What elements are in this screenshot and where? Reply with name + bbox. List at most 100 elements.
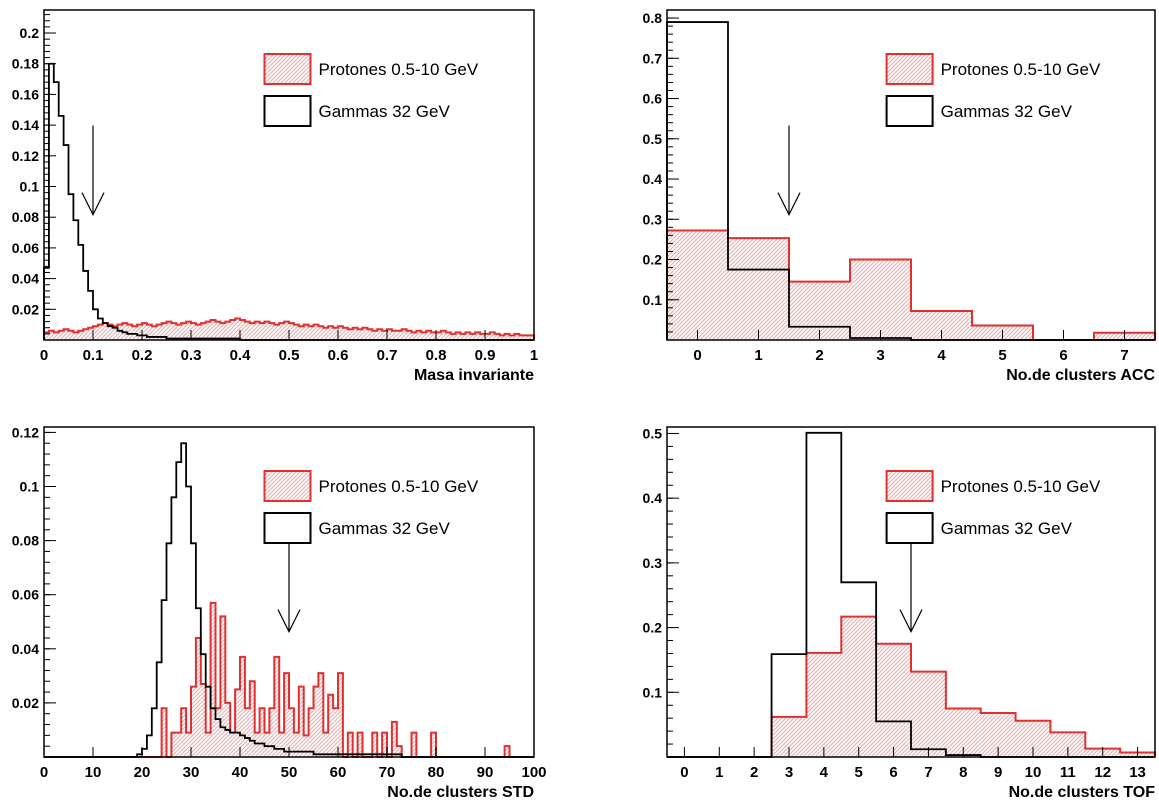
cut-arrow-head xyxy=(277,609,301,633)
protons-bin xyxy=(112,326,118,340)
histogram-panel-std: 0.02 0.04 0.06 0.08 0.1 0.12 0 10 20 30 40 50 60 70 80… xyxy=(12,424,547,801)
protons-bin xyxy=(323,732,329,757)
protons-bin xyxy=(215,708,221,757)
y-tick-label: 0.14 xyxy=(12,117,39,133)
x-tick-label: 100 xyxy=(521,764,546,781)
legend-label-protons: Protones 0.5-10 GeV xyxy=(319,477,479,496)
legend-label-protons: Protones 0.5-10 GeV xyxy=(941,60,1101,79)
y-tick-label: 0.6 xyxy=(643,91,663,107)
protons-outline xyxy=(667,615,1156,758)
y-tick-label: 0.5 xyxy=(643,131,663,147)
x-tick-label: 80 xyxy=(428,764,445,781)
protons-bin xyxy=(88,327,93,340)
x-tick-label: 12 xyxy=(1094,764,1111,781)
histogram-panel-mass: 0.02 0.04 0.06 0.08 0.1 0.12 0.14 0.16 0.18 0.2 0 0… xyxy=(12,9,538,384)
protons-bin xyxy=(259,323,265,340)
protons-bin xyxy=(455,332,461,340)
protons-bin xyxy=(279,323,285,340)
protons-bin xyxy=(728,238,789,340)
protons-bin xyxy=(293,732,299,757)
protons-bin xyxy=(171,732,177,757)
protons-bin xyxy=(303,735,309,757)
protons-bin xyxy=(489,332,495,340)
protons-bin xyxy=(191,323,196,340)
series-gammas xyxy=(43,62,534,341)
protons-bin xyxy=(347,732,353,757)
series-protons xyxy=(43,317,535,340)
protons-bin xyxy=(298,326,304,340)
gammas-outline xyxy=(43,62,534,341)
protons-bin xyxy=(480,333,485,340)
protons-bin xyxy=(342,327,348,340)
protons-bin xyxy=(44,332,49,340)
y-tick-label: 0.4 xyxy=(643,490,663,506)
protons-bin xyxy=(372,330,378,340)
x-tick-label: 60 xyxy=(330,764,347,781)
y-tick-label: 0.08 xyxy=(12,209,39,225)
protons-bin xyxy=(841,616,877,757)
legend: Protones 0.5-10 GeV Gammas 32 GeV xyxy=(885,53,1101,127)
x-tick-label: 0.2 xyxy=(132,347,153,364)
protons-bin xyxy=(137,324,142,340)
legend-label-protons: Protones 0.5-10 GeV xyxy=(941,477,1101,496)
y-tick-label: 0.06 xyxy=(12,240,39,256)
protons-bin xyxy=(323,327,329,340)
protons-bin xyxy=(470,333,476,340)
x-tick-label: 0 xyxy=(693,347,701,364)
protons-bin xyxy=(264,321,270,340)
protons-bin xyxy=(499,335,505,340)
y-tick-label: 0.3 xyxy=(643,555,663,571)
x-tick-label: 10 xyxy=(1025,764,1042,781)
protons-bin xyxy=(387,329,392,340)
protons-bin xyxy=(181,323,187,340)
protons-bin xyxy=(93,326,98,340)
x-tick-label: 0 xyxy=(40,764,48,781)
protons-bin xyxy=(667,230,728,340)
y-tick-label: 0.5 xyxy=(643,425,663,441)
histogram-panel-acc: 0.1 0.2 0.3 0.4 0.5 0.6 0.7 0.8 0 1 2 3 4 5 6 7 No.de cl… xyxy=(643,9,1156,384)
legend-swatch-gammas xyxy=(885,95,934,127)
x-tick-label: 7 xyxy=(1120,347,1128,364)
legend-swatch-protons xyxy=(885,470,934,502)
protons-bin xyxy=(284,321,289,340)
x-tick-label: 70 xyxy=(379,764,396,781)
protons-bin xyxy=(460,333,466,340)
protons-bin xyxy=(494,333,500,340)
x-axis-label: No.de clusters ACC xyxy=(1006,367,1155,384)
protons-bin xyxy=(53,332,59,340)
protons-bin xyxy=(377,329,383,340)
protons-bin xyxy=(416,330,422,340)
protons-bin xyxy=(293,324,299,340)
protons-bin xyxy=(58,330,64,340)
protons-bin xyxy=(195,324,201,340)
legend-label-gammas: Gammas 32 GeV xyxy=(941,102,1073,121)
y-tick-label: 0.1 xyxy=(643,292,663,308)
series-protons xyxy=(666,229,1156,341)
y-tick-label: 0.1 xyxy=(643,684,663,700)
protons-bin xyxy=(235,318,240,340)
protons-bin xyxy=(333,327,338,340)
protons-bin xyxy=(436,332,441,340)
protons-bin xyxy=(313,324,319,340)
protons-bin xyxy=(318,326,324,340)
protons-bin xyxy=(176,324,182,340)
protons-bin xyxy=(264,732,270,757)
protons-bin xyxy=(127,324,133,340)
x-tick-label: 0.3 xyxy=(181,347,202,364)
protons-bin xyxy=(244,708,250,757)
y-tick-label: 0.04 xyxy=(12,271,39,287)
protons-bin xyxy=(391,721,397,757)
legend: Protones 0.5-10 GeV Gammas 32 GeV xyxy=(263,470,479,544)
protons-bin xyxy=(181,708,187,757)
x-tick-label: 0.4 xyxy=(230,347,252,364)
legend: Protones 0.5-10 GeV Gammas 32 GeV xyxy=(263,53,479,127)
protons-bin xyxy=(279,732,285,757)
protons-bin xyxy=(308,708,314,757)
legend-swatch-gammas xyxy=(263,95,312,127)
y-tick-label: 0.04 xyxy=(12,641,39,657)
x-tick-label: 9 xyxy=(994,764,1002,781)
x-tick-label: 90 xyxy=(477,764,494,781)
legend-swatch-protons xyxy=(263,53,312,85)
protons-bin xyxy=(509,335,515,340)
protons-bin xyxy=(220,323,226,340)
